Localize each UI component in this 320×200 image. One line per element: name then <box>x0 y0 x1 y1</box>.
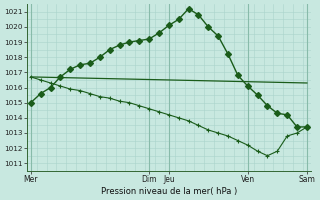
X-axis label: Pression niveau de la mer( hPa ): Pression niveau de la mer( hPa ) <box>101 187 237 196</box>
